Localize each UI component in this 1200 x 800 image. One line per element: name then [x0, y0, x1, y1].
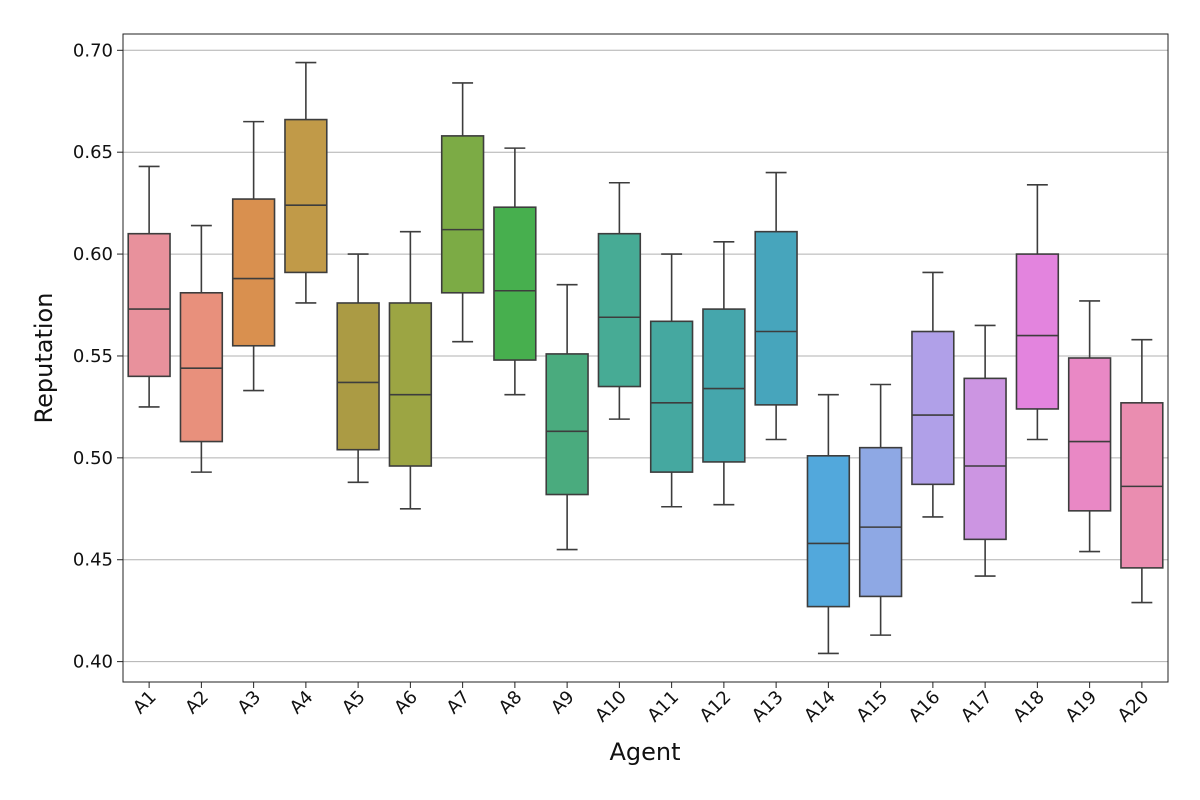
x-tick-label: A20	[1114, 687, 1154, 727]
iqr-box	[336, 302, 380, 451]
y-tick-label: 0.50	[73, 448, 113, 469]
y-tick-label: 0.60	[73, 244, 113, 265]
box-a11	[649, 253, 694, 508]
iqr-box	[858, 446, 903, 598]
iqr-box	[649, 320, 694, 473]
x-tick-label: A3	[234, 687, 266, 719]
box-a9	[545, 283, 589, 551]
x-tick-label: A19	[1061, 687, 1101, 727]
box-a8	[493, 147, 537, 396]
box-a17	[963, 324, 1007, 577]
iqr-box	[754, 230, 798, 406]
x-tick-label: A17	[957, 687, 997, 727]
box-a13	[754, 171, 798, 441]
y-tick-label: 0.70	[73, 40, 113, 61]
iqr-box	[911, 330, 955, 486]
box-a19	[1067, 300, 1112, 553]
iqr-box	[806, 455, 851, 608]
x-tick-label: A14	[800, 687, 840, 727]
x-tick-label: A5	[338, 687, 370, 719]
box-a7	[440, 82, 485, 343]
x-tick-label: A15	[852, 687, 892, 727]
box-a4	[284, 61, 328, 304]
y-tick-label: 0.55	[73, 346, 113, 367]
box-a15	[858, 383, 903, 636]
box-a2	[179, 224, 224, 473]
x-tick-label: A12	[696, 687, 736, 727]
iqr-box	[1067, 357, 1112, 512]
x-axis-label: Agent	[609, 738, 680, 766]
box-a5	[336, 253, 380, 484]
box-a12	[702, 241, 746, 506]
plot-frame	[122, 33, 1169, 683]
iqr-box	[179, 291, 224, 443]
x-tick-label: A16	[905, 687, 945, 727]
y-tick-label: 0.65	[73, 142, 113, 163]
x-tick-label: A1	[129, 687, 161, 719]
x-tick-label: A10	[591, 687, 631, 727]
x-tick-label: A11	[643, 687, 683, 727]
y-axis-label: Reputation	[30, 293, 58, 424]
x-tick-label: A4	[286, 687, 318, 719]
box-a16	[911, 271, 955, 518]
boxes-group	[127, 61, 1164, 655]
iqr-box	[702, 308, 746, 463]
iqr-box	[284, 118, 328, 274]
iqr-box	[545, 353, 589, 496]
iqr-box	[493, 206, 537, 361]
x-tick-label: A6	[390, 687, 422, 719]
iqr-box	[963, 377, 1007, 541]
iqr-box	[127, 232, 171, 378]
iqr-box	[597, 232, 642, 388]
iqr-box	[440, 135, 485, 294]
box-a6	[388, 230, 433, 510]
x-tick-label: A9	[547, 687, 579, 719]
y-axis-ticks: 0.40 0.45 0.50 0.55 0.60 0.65 0.70	[73, 40, 123, 673]
x-axis-ticks: A1 A2 A3 A4 A5 A6 A7 A8 A9 A10 A11 A12 A13 A14 A15 A16 A…	[129, 682, 1153, 726]
box-a14	[806, 393, 851, 655]
iqr-box	[231, 198, 276, 347]
grid-lines	[123, 49, 1168, 663]
iqr-box	[1015, 253, 1060, 410]
iqr-box	[1120, 402, 1164, 569]
x-tick-label: A2	[181, 687, 213, 719]
box-a1	[127, 165, 171, 408]
y-tick-label: 0.45	[73, 550, 113, 571]
box-a20	[1120, 338, 1164, 604]
x-tick-label: A13	[748, 687, 788, 727]
x-tick-label: A8	[495, 687, 527, 719]
box-a18	[1015, 183, 1060, 441]
x-tick-label: A18	[1009, 687, 1049, 727]
box-a10	[597, 181, 642, 420]
x-tick-label: A7	[443, 687, 475, 719]
iqr-box	[388, 302, 433, 467]
y-tick-label: 0.40	[73, 652, 113, 673]
box-a3	[231, 120, 276, 392]
